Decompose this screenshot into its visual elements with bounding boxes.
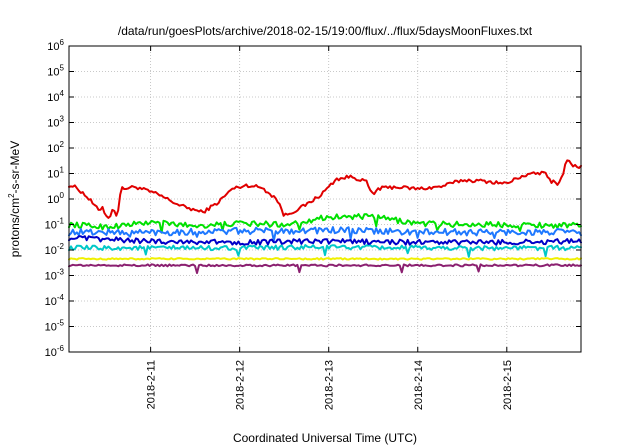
y-tick-label: 104 <box>47 89 64 104</box>
series-line <box>68 159 582 219</box>
y-tick-label: 10-4 <box>45 293 65 308</box>
y-tick-label: 101 <box>47 166 64 181</box>
series-line <box>68 226 582 242</box>
y-axis-ticks: 106 105 104 103 102 101 100 10-1 10-2 10-3 10-4 10-… <box>45 38 581 359</box>
chart-title: /data/run/goesPlots/archive/2018-02-15/1… <box>118 24 533 38</box>
y-tick-label: 10-5 <box>45 319 65 334</box>
series-line <box>68 235 582 246</box>
series-line <box>68 263 582 274</box>
series-line <box>68 213 582 234</box>
y-tick-label: 10-1 <box>45 217 65 232</box>
y-tick-label: 105 <box>47 64 64 79</box>
x-tick-label: 2018-2-14 <box>413 360 425 410</box>
y-tick-label: 100 <box>47 191 64 206</box>
x-tick-label: 2018-2-12 <box>235 360 247 410</box>
x-tick-label: 2018-2-15 <box>502 360 514 410</box>
series-line <box>68 257 582 261</box>
y-tick-label: 106 <box>47 38 64 53</box>
y-axis-label: protons/cm2-s-sr-MeV <box>7 141 22 257</box>
y-tick-label: 102 <box>47 140 64 155</box>
x-axis-ticks: 2018-2-11 2018-2-12 2018-2-13 2018-2-14 2018… <box>146 46 514 410</box>
y-tick-label: 10-2 <box>45 242 65 257</box>
series-line <box>68 244 582 258</box>
y-tick-label: 10-3 <box>45 268 65 283</box>
x-tick-label: 2018-2-11 <box>146 360 158 409</box>
series-layer <box>68 159 582 274</box>
y-tick-label: 103 <box>47 115 64 130</box>
x-axis-label: Coordinated Universal Time (UTC) <box>233 431 417 445</box>
y-tick-label: 10-6 <box>45 344 65 359</box>
x-tick-label: 2018-2-13 <box>324 360 336 410</box>
grid <box>69 45 581 353</box>
